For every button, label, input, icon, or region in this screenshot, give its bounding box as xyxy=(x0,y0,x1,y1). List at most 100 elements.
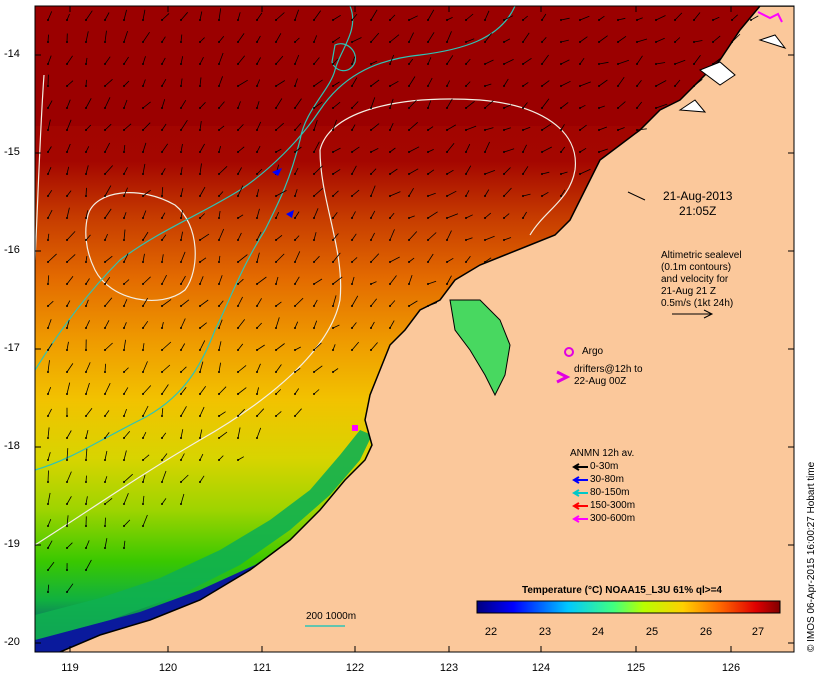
velocity-arrow-base xyxy=(503,239,505,241)
velocity-arrow-base xyxy=(370,173,372,175)
velocity-arrow-base xyxy=(636,19,638,21)
velocity-arrow xyxy=(85,559,92,571)
velocity-arrow-base xyxy=(104,349,106,351)
velocity-arrow-base xyxy=(294,349,296,351)
velocity-arrow xyxy=(370,32,380,43)
velocity-arrow-base xyxy=(446,19,448,21)
velocity-arrow-base xyxy=(294,151,296,153)
velocity-arrow-base xyxy=(199,481,201,483)
velocity-arrow-base xyxy=(579,151,581,153)
velocity-arrow xyxy=(66,471,72,483)
velocity-arrow xyxy=(66,320,70,329)
velocity-arrow xyxy=(218,191,224,197)
velocity-arrow-base xyxy=(484,239,486,241)
velocity-arrow xyxy=(180,343,186,351)
velocity-arrow xyxy=(142,297,149,307)
velocity-arrow xyxy=(142,231,149,241)
sealevel-contour xyxy=(319,98,576,236)
velocity-arrow-base xyxy=(484,261,486,263)
velocity-arrow xyxy=(66,382,71,395)
velocity-arrow xyxy=(85,407,93,417)
velocity-arrow-base xyxy=(66,349,68,351)
velocity-arrow xyxy=(712,35,721,43)
velocity-arrow-base xyxy=(199,129,201,131)
velocity-arrow-base xyxy=(104,195,106,197)
velocity-arrow xyxy=(332,233,339,241)
velocity-arrow xyxy=(104,165,113,175)
velocity-arrow xyxy=(237,214,244,219)
velocity-arrow-base xyxy=(370,327,372,329)
velocity-arrow xyxy=(560,171,568,175)
velocity-arrow-base xyxy=(351,173,353,175)
velocity-arrow-base xyxy=(123,217,125,219)
velocity-arrow-base xyxy=(47,371,49,373)
velocity-arrow-base xyxy=(503,173,505,175)
velocity-arrow xyxy=(142,79,146,87)
velocity-arrow xyxy=(408,215,415,219)
velocity-arrow xyxy=(199,322,207,329)
velocity-arrow xyxy=(180,493,185,505)
velocity-arrow xyxy=(370,281,377,285)
velocity-arrow xyxy=(351,189,360,197)
velocity-arrow-base xyxy=(104,305,106,307)
velocity-arrow-base xyxy=(199,217,201,219)
velocity-arrow-base xyxy=(47,107,49,109)
velocity-arrow-base xyxy=(484,41,486,43)
velocity-arrow-base xyxy=(579,129,581,131)
velocity-arrow-base xyxy=(104,107,106,109)
velocity-arrow xyxy=(427,302,438,307)
velocity-arrow-base xyxy=(85,393,87,395)
velocity-arrow-base xyxy=(218,129,220,131)
velocity-arrow-base xyxy=(408,195,410,197)
velocity-arrow xyxy=(617,35,627,43)
velocity-arrow xyxy=(484,257,492,263)
argo-label: Argo xyxy=(582,346,604,357)
anmn-legend-arrow xyxy=(572,515,588,523)
velocity-arrow-base xyxy=(617,19,619,21)
velocity-arrow-base xyxy=(389,41,391,43)
velocity-arrow xyxy=(104,30,107,43)
velocity-arrow-base xyxy=(256,41,258,43)
velocity-arrow xyxy=(541,123,552,131)
velocity-arrow-base xyxy=(294,283,296,285)
velocity-arrow-base xyxy=(617,107,619,109)
velocity-arrow-base xyxy=(446,239,448,241)
velocity-arrow xyxy=(218,36,225,43)
velocity-arrow-base xyxy=(47,19,49,21)
velocity-arrow-base xyxy=(313,393,315,395)
velocity-arrow-base xyxy=(180,415,182,417)
velocity-arrow xyxy=(104,56,111,65)
velocity-arrow xyxy=(256,189,260,197)
velocity-arrow-base xyxy=(256,151,258,153)
velocity-arrow xyxy=(370,298,378,307)
velocity-arrow-base xyxy=(47,591,49,593)
velocity-arrow-base xyxy=(484,173,486,175)
velocity-arrow xyxy=(351,37,362,43)
velocity-arrow-base xyxy=(294,195,296,197)
velocity-arrow-base xyxy=(389,107,391,109)
anmn-legend-item: 300-600m xyxy=(590,513,636,524)
velocity-arrow xyxy=(85,210,89,219)
velocity-arrow xyxy=(313,320,318,329)
velocity-arrow-base xyxy=(427,283,429,285)
velocity-arrow-base xyxy=(85,327,87,329)
velocity-arrow-base xyxy=(161,217,163,219)
velocity-arrow xyxy=(237,146,245,153)
velocity-arrow-base xyxy=(142,173,144,175)
velocity-arrow-base xyxy=(142,85,144,87)
velocity-arrow-base xyxy=(313,349,315,351)
velocity-arrow-base xyxy=(579,41,581,43)
velocity-arrow-base xyxy=(66,63,68,65)
velocity-arrow-base xyxy=(199,437,201,439)
velocity-arrow-base xyxy=(446,195,448,197)
velocity-arrow-base xyxy=(123,481,125,483)
velocity-arrow-base xyxy=(218,63,220,65)
velocity-arrow xyxy=(180,453,185,461)
velocity-arrow-base xyxy=(180,41,182,43)
velocity-arrow xyxy=(598,126,608,131)
velocity-arrow xyxy=(237,79,248,87)
velocity-arrow-base xyxy=(275,283,277,285)
velocity-arrow-base xyxy=(123,283,125,285)
velocity-arrow xyxy=(47,452,51,461)
